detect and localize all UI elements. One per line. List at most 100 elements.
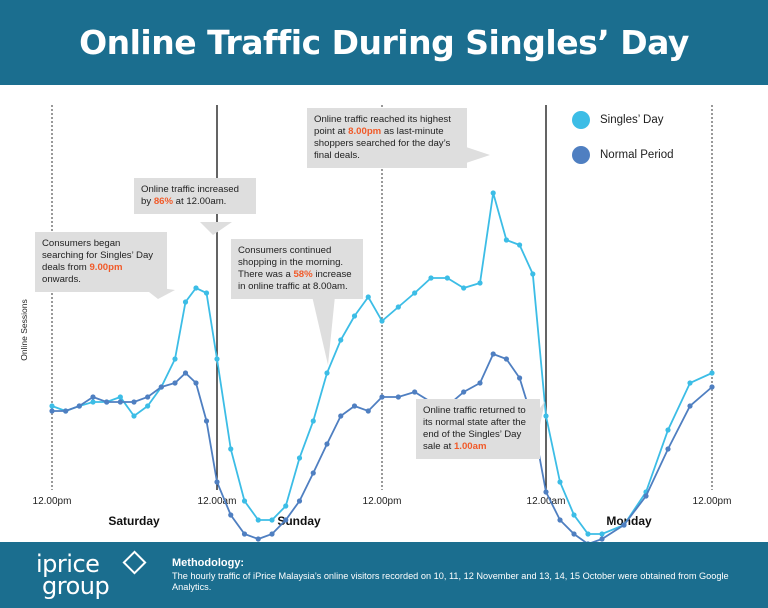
normal-period-point — [145, 394, 151, 400]
singles-day-point — [490, 190, 496, 196]
singles-day-point — [365, 294, 371, 300]
normal-period-point — [90, 394, 96, 400]
x-tick-label: 12.00pm — [693, 496, 732, 507]
callout-58-text: Consumers continued shopping in the morn… — [238, 245, 344, 280]
methodology-text: The hourly traffic of iPrice Malaysia’s … — [172, 571, 729, 592]
callout-86-text: Online traffic increased by — [141, 184, 239, 207]
normal-period-point — [324, 441, 330, 447]
singles-day-point — [585, 531, 591, 537]
legend-label-singles-day: Singles’ Day — [600, 114, 664, 126]
callout-9pm: Consumers began searching for Singles’ D… — [35, 232, 167, 292]
normal-period-point — [395, 394, 401, 400]
singles-day-point — [241, 498, 248, 504]
legend-swatch-normal-period — [572, 146, 590, 164]
normal-period-point — [241, 531, 248, 537]
singles-day-point — [203, 290, 210, 296]
normal-period-point — [571, 531, 577, 537]
singles-day-point — [599, 531, 605, 537]
singles-day-point — [131, 413, 137, 419]
x-tick-label: 12.00am — [198, 496, 237, 507]
legend-item-singles-day: Singles’ Day — [572, 111, 664, 129]
iprice-group-logo: iprice group — [36, 550, 147, 600]
singles-day-point — [444, 275, 450, 281]
singles-day-point — [145, 403, 151, 409]
singles-day-point — [530, 271, 536, 277]
normal-period-point — [503, 356, 509, 362]
normal-period-point — [172, 380, 178, 386]
singles-day-point — [90, 399, 96, 405]
normal-period-point — [228, 512, 234, 518]
legend-swatch-singles-day — [572, 111, 590, 129]
normal-period-point — [193, 380, 199, 386]
singles-day-point — [228, 446, 234, 452]
singles-day-point — [49, 403, 55, 409]
normal-period-point — [557, 517, 563, 523]
callout-peak-pointer — [460, 145, 490, 165]
normal-period-point — [709, 384, 715, 390]
singles-day-point — [255, 517, 261, 523]
normal-period-point — [255, 536, 261, 542]
callout-9pm-text-end: onwards. — [42, 274, 81, 285]
normal-period-point — [296, 498, 303, 504]
normal-period-point — [477, 380, 483, 386]
normal-period-point — [643, 493, 649, 499]
normal-period-point — [412, 389, 418, 395]
singles-day-point — [310, 418, 316, 424]
singles-day-point — [557, 479, 563, 485]
singles-day-point — [709, 370, 715, 376]
page-title: Online Traffic During Singles’ Day — [79, 23, 689, 62]
singles-day-point — [461, 285, 467, 291]
singles-day-point — [117, 394, 123, 400]
normal-period-point — [182, 370, 189, 376]
singles-day-point — [571, 512, 577, 518]
normal-period-point — [490, 351, 496, 357]
singles-day-point — [379, 318, 385, 324]
normal-period-point — [131, 399, 137, 405]
callout-58-text-end: increase in online traffic at 8.00am. — [238, 269, 352, 292]
normal-period-point — [687, 403, 693, 409]
singles-day-point — [351, 313, 358, 319]
normal-period-point — [203, 418, 210, 424]
normal-period-point — [586, 541, 590, 542]
normal-period-point — [214, 479, 220, 485]
callout-9pm-highlight: 9.00pm — [89, 262, 123, 273]
normal-period-point — [599, 536, 605, 542]
normal-period-point — [365, 408, 371, 414]
normal-period-point — [104, 399, 110, 405]
legend-item-normal-period: Normal Period — [572, 146, 674, 164]
normal-period-point — [158, 384, 164, 390]
callout-86-highlight: 86% — [153, 196, 174, 207]
singles-day-point — [193, 285, 199, 291]
normal-period-point — [543, 489, 549, 495]
normal-period-point — [269, 531, 275, 537]
logo-text-iprice: iprice — [36, 550, 100, 578]
day-label: Monday — [606, 514, 652, 528]
callout-return-highlight: 1.00am — [453, 441, 487, 452]
callout-1am-return: Online traffic returned to its normal st… — [416, 399, 540, 459]
singles-day-point — [296, 455, 303, 461]
singles-day-point — [517, 242, 523, 248]
y-axis-label: Online Sessions — [19, 299, 29, 360]
singles-day-point — [283, 503, 289, 509]
x-tick-label: 12.00am — [527, 496, 566, 507]
chart-area: 12.00pm 12.00am 12.00pm 12.00am 12.00pm Satur… — [0, 85, 768, 542]
singles-day-point — [324, 370, 330, 376]
singles-day-point — [214, 356, 220, 362]
day-label: Saturday — [108, 514, 160, 528]
singles-day-point — [182, 299, 189, 305]
singles-day-line — [51, 192, 713, 535]
methodology-title: Methodology: — [172, 557, 245, 569]
singles-day-point — [395, 304, 401, 310]
normal-period-point — [49, 408, 55, 414]
callout-58-pointer — [312, 296, 335, 365]
normal-period-point — [76, 403, 82, 409]
normal-period-point — [63, 408, 69, 414]
callout-86-pointer — [200, 222, 232, 235]
x-tick-label: 12.00pm — [33, 496, 72, 507]
singles-day-point — [269, 517, 275, 523]
singles-day-point — [172, 356, 178, 362]
normal-period-point — [379, 394, 385, 400]
callout-86-percent: Online traffic increased by 86% at 12.00… — [134, 178, 256, 214]
normal-period-point — [117, 399, 123, 405]
callout-58-highlight: 58% — [293, 269, 313, 280]
